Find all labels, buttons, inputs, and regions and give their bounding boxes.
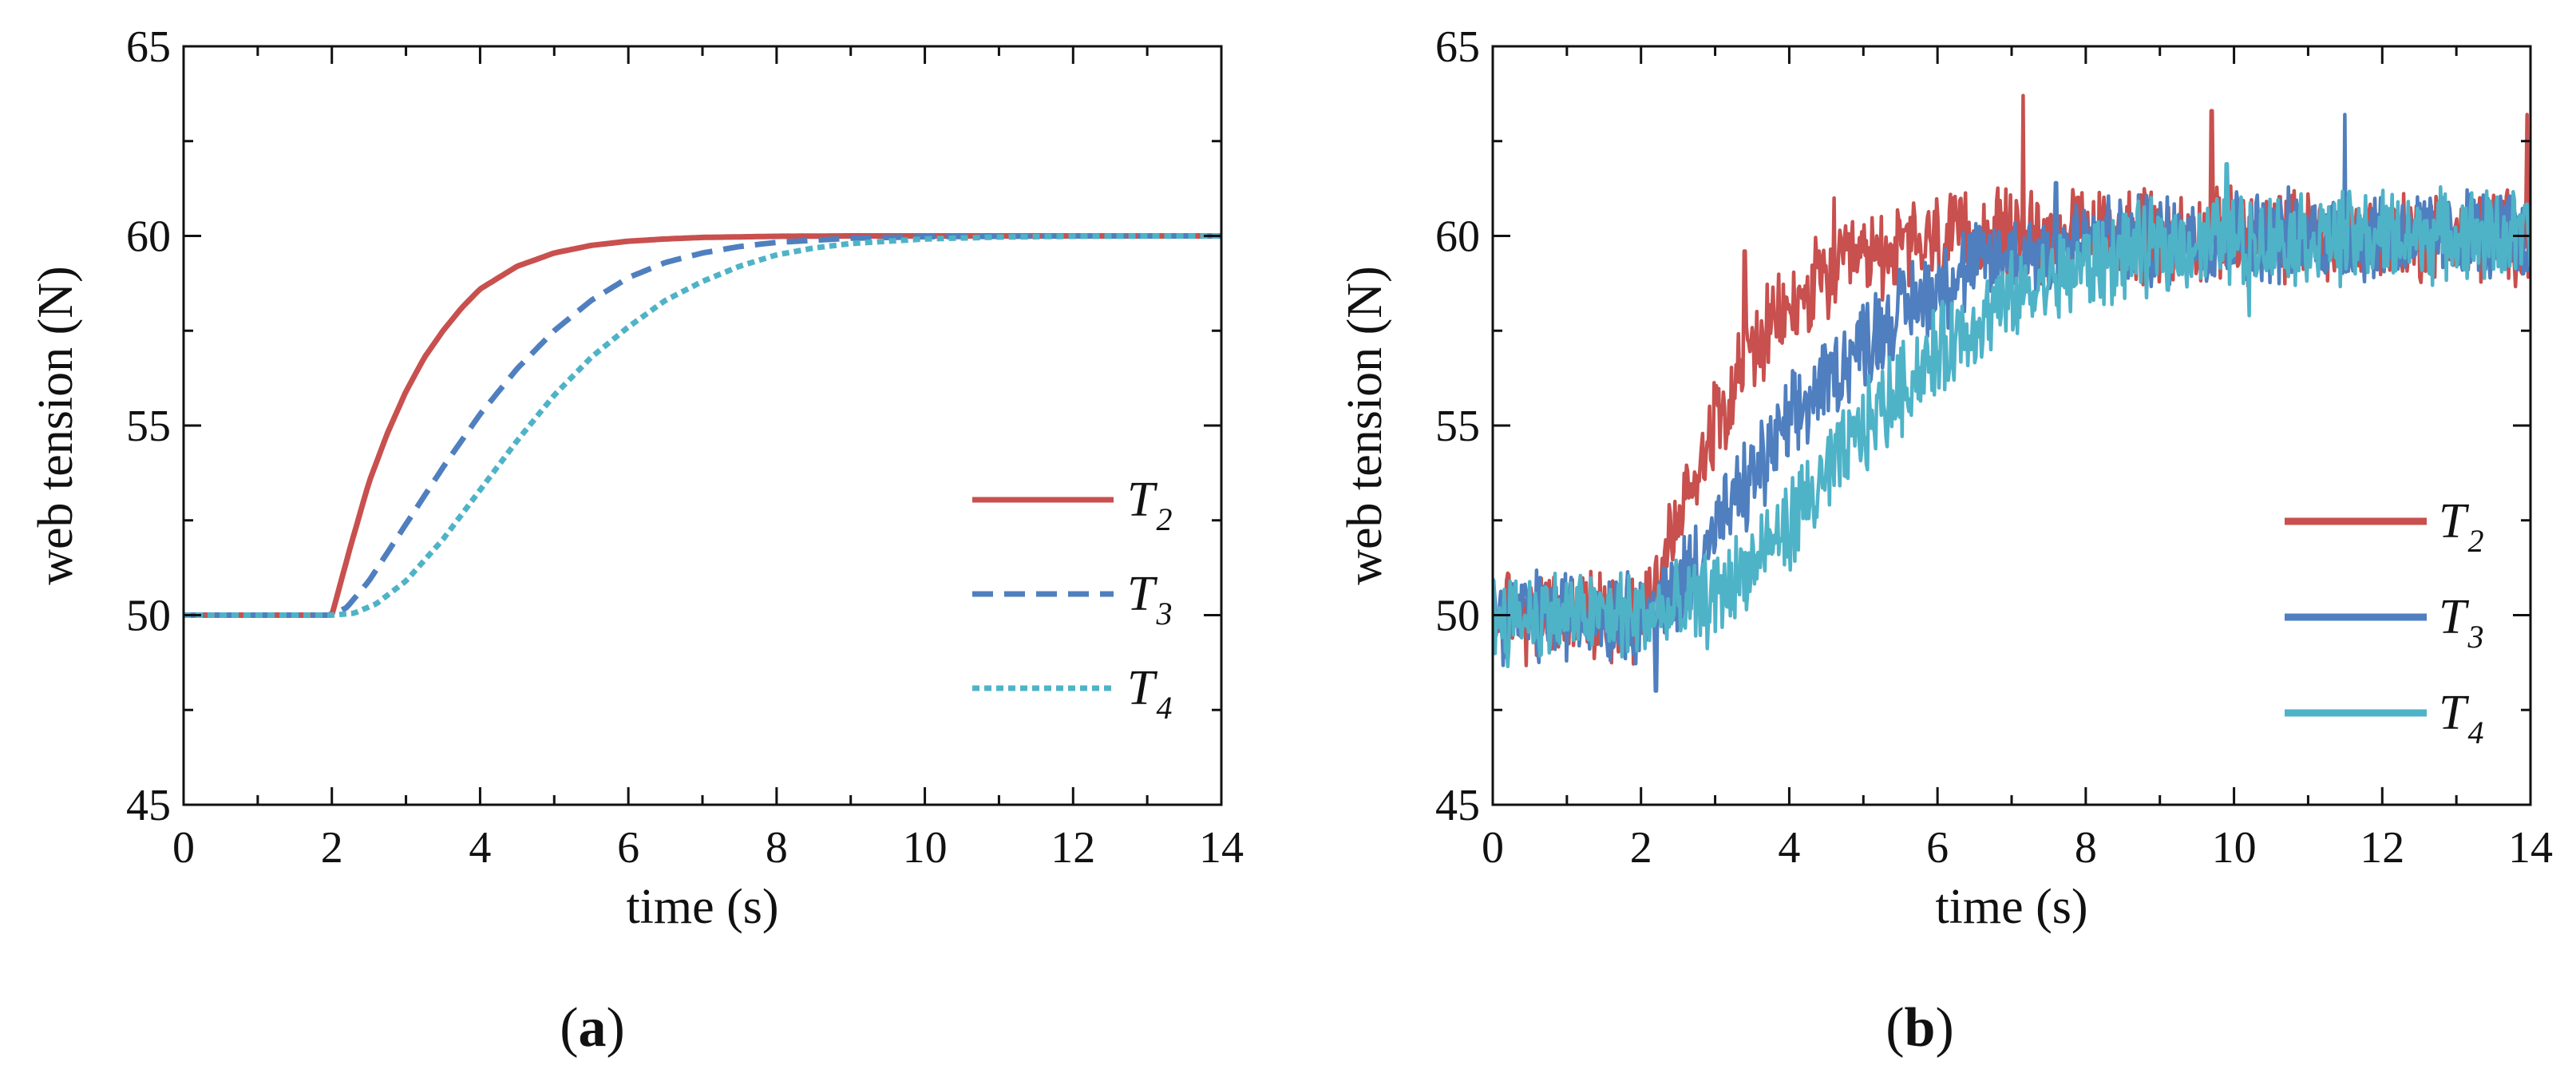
x-tick-label: 0 [172,823,195,873]
x-tick-label: 8 [2075,823,2097,873]
series-group [1493,93,2530,693]
chart-panel-b: 0 2 4 6 8 10 12 14 45 50 55 60 65 time (s) web tension… [1338,22,2553,1059]
y-tick-label: 65 [126,22,171,72]
legend-label-subscript: 3 [2467,619,2483,655]
x-tick-label: 10 [2212,823,2257,873]
y-axis-title: web tension (N) [29,266,83,584]
legend-label-t3: T3 [1127,567,1172,632]
x-tick-label: 2 [1630,823,1652,873]
plot-frame [182,45,1223,806]
panel-label-letter: a [579,997,607,1059]
series-line-t3 [184,233,1221,618]
panel-label-open: ( [560,997,578,1059]
y-tick-label: 50 [1435,592,1480,641]
y-axis-title: web tension (N) [1338,266,1392,584]
y-tick-label: 60 [1435,212,1480,262]
series-line-t4 [184,233,1221,618]
y-tick-label: 45 [126,781,171,830]
panel-label-close: ) [607,997,625,1059]
y-tick-label: 60 [126,212,171,262]
legend-label-subscript: 2 [2467,523,2483,559]
series-line-t4 [1493,162,2530,668]
panel-label-close: ) [1935,997,1953,1059]
legend-label-subscript: 4 [1156,690,1172,726]
x-tick-label: 12 [2360,823,2404,873]
x-axis-title: time (s) [1935,880,2087,934]
x-tick-label: 6 [617,823,639,873]
y-tick-label: 45 [1435,781,1480,830]
panel-label: (a) [560,997,625,1059]
x-tick-label: 4 [1778,823,1800,873]
series-group [184,233,1221,618]
x-tick-label: 4 [469,823,491,873]
legend-label-subscript: 3 [1155,596,1172,632]
legend-label-t4: T4 [1127,661,1172,726]
series-line-t2 [184,233,1221,618]
legend-label-t3: T3 [2439,590,2483,655]
plot-frame [1491,45,2532,806]
panel-label-letter: b [1905,997,1936,1059]
x-tick-label: 8 [766,823,788,873]
series-line-t2 [1493,93,2530,667]
y-tick-label: 65 [1435,22,1480,72]
x-axis-title: time (s) [626,880,778,934]
legend-label-t2: T2 [2439,494,2483,559]
x-tick-label: 6 [1926,823,1949,873]
y-tick-label: 50 [126,592,171,641]
y-tick-label: 55 [1435,402,1480,451]
legend-label-t4: T4 [2439,686,2483,750]
x-tick-label: 0 [1482,823,1504,873]
legend-label-subscript: 2 [1156,501,1172,537]
x-tick-label: 2 [321,823,343,873]
x-tick-label: 12 [1051,823,1095,873]
x-tick-label: 14 [1199,823,1244,873]
legend: T2 T3 T4 [972,473,1172,726]
panel-label: (b) [1886,997,1954,1059]
legend: T2 T3 T4 [2285,494,2483,750]
panel-label-open: ( [1886,997,1904,1059]
y-tick-label: 55 [126,402,171,451]
x-tick-label: 10 [903,823,948,873]
x-tick-label: 14 [2508,823,2553,873]
chart-panel-a: 0 2 4 6 8 10 12 14 45 50 55 60 65 time (s) web tension… [29,22,1244,1059]
legend-label-subscript: 4 [2467,715,2483,750]
legend-label-t2: T2 [1127,473,1172,537]
